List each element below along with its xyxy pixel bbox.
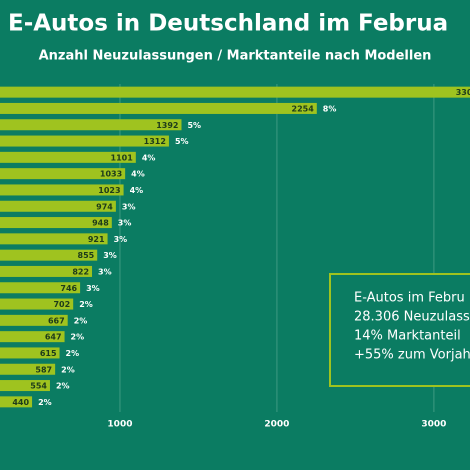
share-label: 2% — [71, 333, 85, 342]
bar — [0, 168, 126, 180]
bar — [0, 314, 68, 326]
share-label: 2% — [74, 316, 88, 325]
bar — [0, 331, 65, 343]
value-label: 1101 — [111, 153, 134, 162]
value-label: 3300 — [456, 88, 470, 97]
bar — [0, 396, 33, 408]
bar — [0, 135, 169, 147]
bar — [0, 86, 470, 98]
share-label: 5% — [187, 121, 201, 130]
bar — [0, 217, 112, 229]
share-label: 4% — [131, 170, 145, 179]
share-label: 3% — [98, 267, 112, 276]
share-label: 2% — [61, 365, 75, 374]
info-text: 14% Marktanteil — [354, 329, 461, 344]
share-label: 4% — [142, 153, 156, 162]
share-label: 2% — [38, 398, 52, 407]
share-label: 3% — [86, 284, 100, 293]
value-label: 1392 — [156, 121, 178, 130]
share-label: 2% — [56, 382, 70, 391]
value-label: 1023 — [98, 186, 120, 195]
chart-title: E-Autos in Deutschland im Februa — [8, 11, 448, 37]
share-label: 3% — [103, 251, 117, 260]
share-label: 3% — [114, 235, 128, 244]
info-box — [329, 273, 470, 387]
share-label: 4% — [130, 186, 144, 195]
info-text: +55% zum Vorjah — [354, 348, 470, 363]
value-label: 921 — [88, 235, 105, 244]
share-label: 2% — [66, 349, 80, 358]
bar — [0, 265, 93, 277]
value-label: 440 — [12, 398, 29, 407]
bar — [0, 380, 50, 392]
value-label: 855 — [78, 251, 95, 260]
share-label: 8% — [323, 104, 337, 113]
share-label: 3% — [122, 202, 136, 211]
bar — [0, 363, 56, 375]
value-label: 615 — [40, 349, 57, 358]
value-label: 948 — [92, 219, 109, 228]
bar — [0, 184, 124, 196]
bar — [0, 151, 136, 163]
bar — [0, 119, 182, 131]
value-label: 587 — [35, 365, 52, 374]
bar — [0, 347, 60, 359]
value-label: 702 — [53, 300, 70, 309]
x-tick-label: 3000 — [421, 420, 446, 430]
bar — [0, 233, 108, 245]
bar — [0, 200, 116, 212]
info-text: 28.306 Neuzulass — [354, 310, 470, 325]
share-label: 3% — [118, 219, 132, 228]
share-label: 5% — [175, 137, 189, 146]
value-label: 647 — [45, 333, 62, 342]
info-text: E-Autos im Febru — [354, 291, 465, 306]
bar — [0, 102, 317, 114]
value-label: 1312 — [144, 137, 166, 146]
value-label: 667 — [48, 316, 65, 325]
value-label: 974 — [96, 202, 113, 211]
x-tick-label: 2000 — [264, 420, 289, 430]
chart-subtitle: Anzahl Neuzulassungen / Marktanteile nac… — [39, 49, 432, 64]
value-label: 1033 — [100, 170, 122, 179]
share-label: 2% — [79, 300, 93, 309]
bar — [0, 298, 74, 310]
x-tick-label: 1000 — [107, 420, 132, 430]
value-label: 822 — [72, 267, 89, 276]
value-label: 554 — [30, 382, 47, 391]
value-label: 2254 — [292, 104, 315, 113]
bar — [0, 249, 98, 261]
bar — [0, 282, 81, 294]
value-label: 746 — [60, 284, 77, 293]
